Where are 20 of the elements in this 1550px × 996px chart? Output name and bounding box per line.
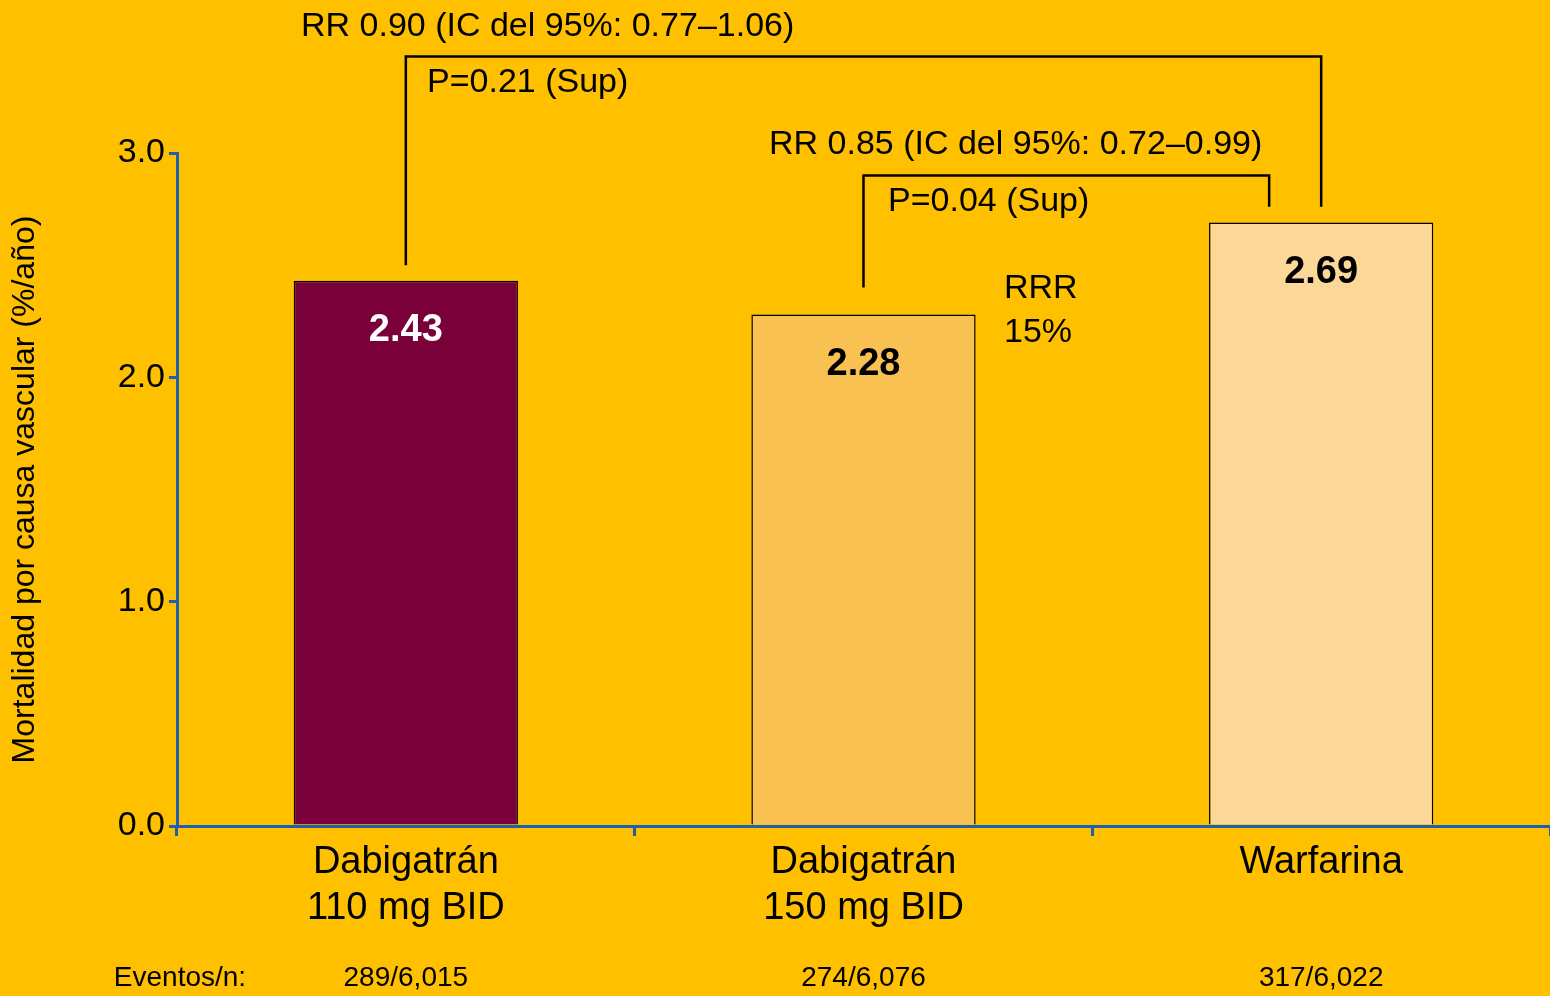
- annotation: RR 0.85 (IC del 95%: 0.72–0.99): [769, 123, 1263, 162]
- y-axis-title: Mortalidad por causa vascular (%/año): [5, 215, 42, 764]
- text: 289/6,015: [343, 960, 469, 992]
- y-tick-label: 1.0: [117, 580, 165, 619]
- x-tick-label: Dabigatrán 150 mg BID: [763, 839, 964, 927]
- data-label: 2.28: [826, 341, 901, 383]
- text: RR 0.90 (IC del 95%: 0.77–1.06): [301, 5, 795, 44]
- x-tick-label: Dabigatrán 110 mg BID: [306, 839, 505, 927]
- text: Eventos/n:: [113, 960, 247, 992]
- annotation: P=0.04 (Sup): [888, 180, 1090, 219]
- text: 317/6,022: [1258, 960, 1384, 992]
- data-label: 2.69: [1284, 249, 1359, 292]
- annotation: RRR 15%: [1004, 267, 1078, 350]
- text: 274/6,076: [801, 960, 926, 992]
- y-tick-label: 3.0: [117, 131, 165, 170]
- y-tick-label: 0.0: [117, 804, 165, 843]
- text: P=0.21 (Sup): [427, 61, 629, 100]
- data-label: 2.43: [368, 307, 443, 350]
- x-tick-label: Warfarina: [1239, 839, 1404, 882]
- y-tick-label: 2.0: [117, 355, 165, 394]
